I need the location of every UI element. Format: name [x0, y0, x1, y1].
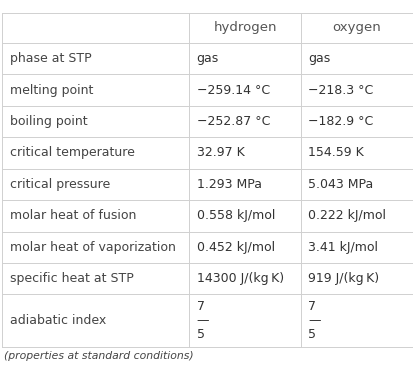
Text: 5.043 MPa: 5.043 MPa	[308, 178, 373, 191]
Text: 154.59 K: 154.59 K	[308, 146, 363, 159]
Text: 0.452 kJ/mol: 0.452 kJ/mol	[196, 241, 274, 254]
Text: 919 J/(kg K): 919 J/(kg K)	[308, 272, 379, 285]
Text: (properties at standard conditions): (properties at standard conditions)	[4, 351, 193, 361]
Text: boiling point: boiling point	[9, 115, 87, 128]
Text: gas: gas	[196, 52, 218, 65]
Text: specific heat at STP: specific heat at STP	[9, 272, 133, 285]
Text: −259.14 °C: −259.14 °C	[196, 84, 269, 96]
Text: −252.87 °C: −252.87 °C	[196, 115, 269, 128]
Text: molar heat of fusion: molar heat of fusion	[9, 209, 135, 222]
Text: 1.293 MPa: 1.293 MPa	[196, 178, 261, 191]
Text: 3.41 kJ/mol: 3.41 kJ/mol	[308, 241, 377, 254]
Text: critical pressure: critical pressure	[9, 178, 109, 191]
Text: oxygen: oxygen	[332, 21, 380, 34]
Text: molar heat of vaporization: molar heat of vaporization	[9, 241, 175, 254]
Text: 14300 J/(kg K): 14300 J/(kg K)	[196, 272, 283, 285]
Text: gas: gas	[308, 52, 330, 65]
Text: −218.3 °C: −218.3 °C	[308, 84, 373, 96]
Text: melting point: melting point	[9, 84, 93, 96]
Text: hydrogen: hydrogen	[213, 21, 276, 34]
Text: 32.97 K: 32.97 K	[196, 146, 244, 159]
Text: 0.558 kJ/mol: 0.558 kJ/mol	[196, 209, 274, 222]
Text: 7
—
5: 7 — 5	[308, 300, 320, 341]
Text: phase at STP: phase at STP	[9, 52, 91, 65]
Text: 7
—
5: 7 — 5	[196, 300, 209, 341]
Text: critical temperature: critical temperature	[9, 146, 134, 159]
Text: 0.222 kJ/mol: 0.222 kJ/mol	[308, 209, 385, 222]
Text: −182.9 °C: −182.9 °C	[308, 115, 373, 128]
Text: adiabatic index: adiabatic index	[9, 314, 105, 327]
